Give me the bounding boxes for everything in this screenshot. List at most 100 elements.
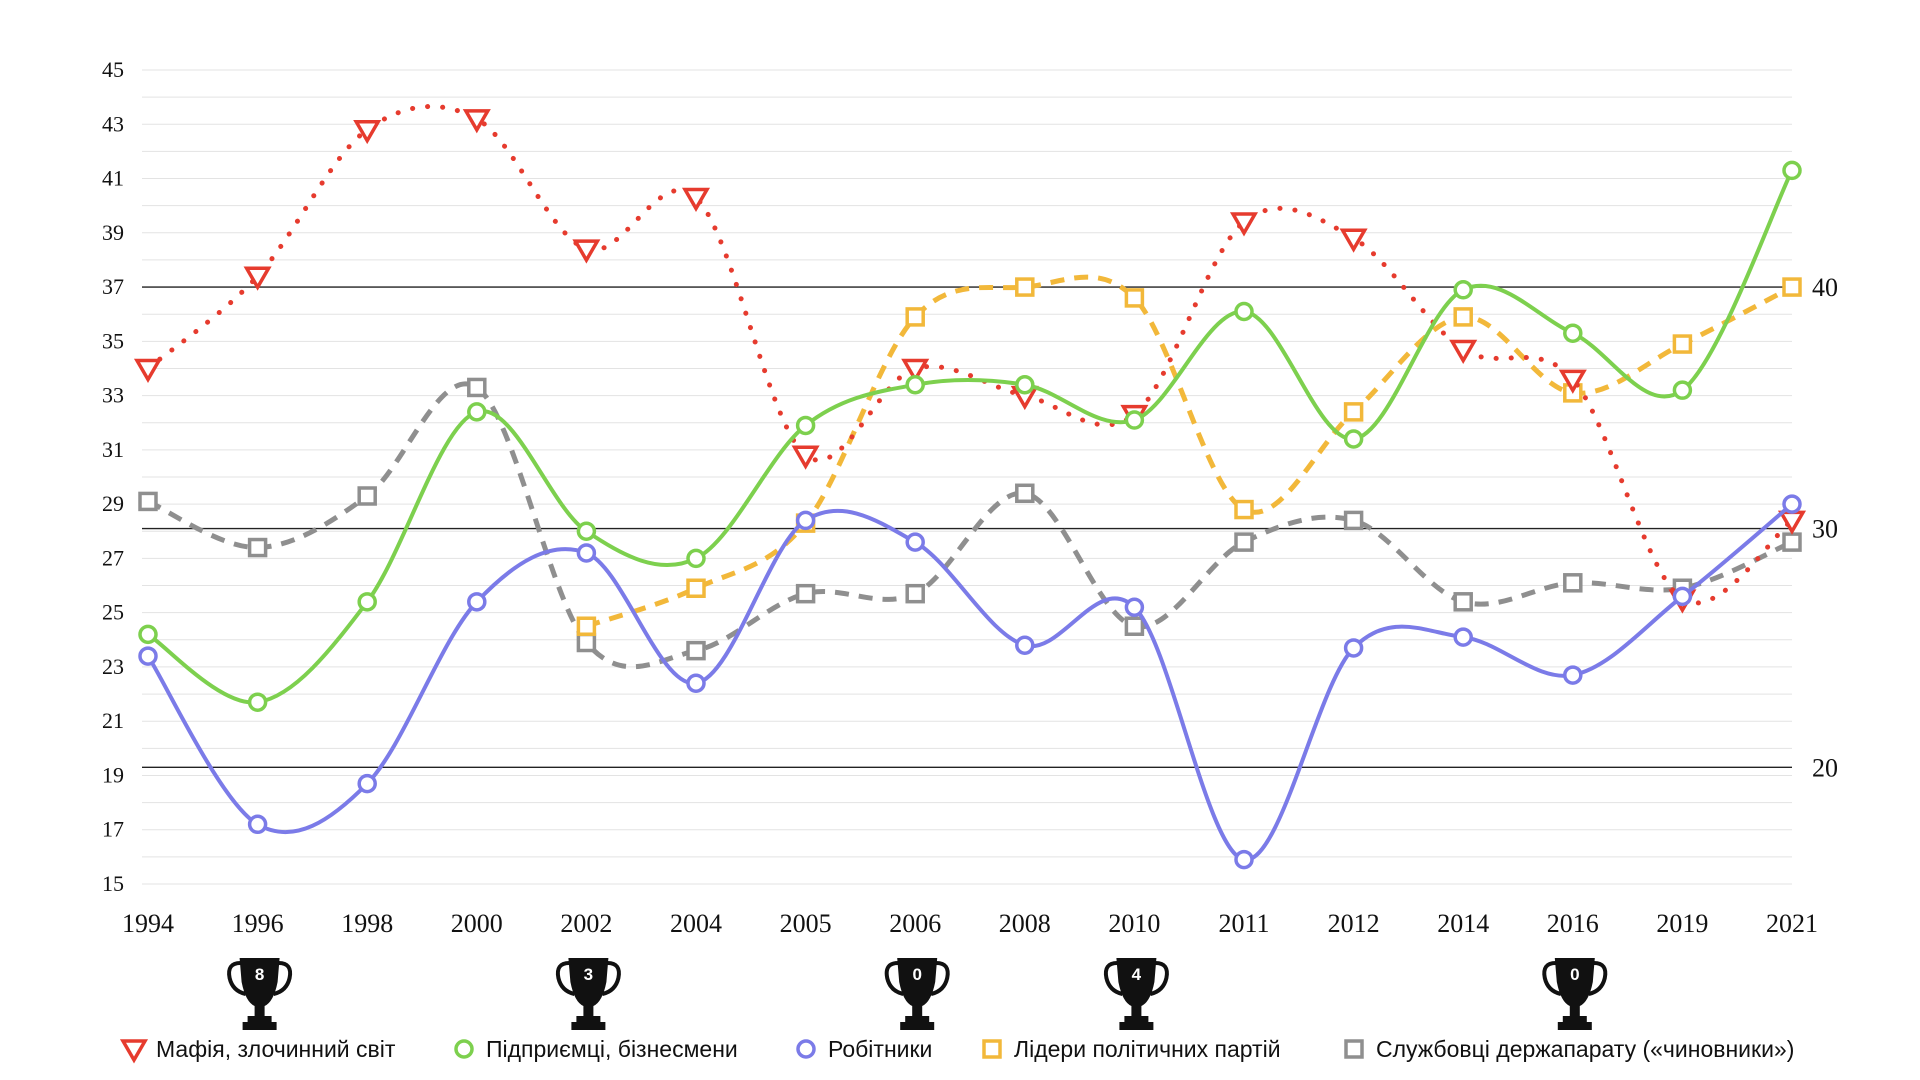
data-point: [1339, 228, 1368, 253]
data-point: [681, 187, 711, 213]
x-tick-label: 1998: [341, 909, 393, 938]
trophy-count: 0: [1570, 965, 1579, 984]
x-tick-label: 2010: [1108, 909, 1160, 938]
data-point: [1453, 307, 1473, 327]
data-point: [467, 402, 487, 422]
data-point: [1234, 499, 1254, 520]
legend-item[interactable]: Службовці держапарату («чиновники»): [1344, 1036, 1794, 1062]
data-point: [247, 814, 268, 835]
data-point: [905, 307, 925, 327]
y-tick-label: 33: [102, 383, 124, 408]
data-point: [1672, 380, 1693, 400]
data-point: [138, 624, 158, 645]
legend-item[interactable]: Підприємці, бізнесмени: [454, 1036, 738, 1062]
x-tick-label: 2006: [889, 909, 941, 938]
y-tick-label: 25: [102, 600, 124, 625]
x-tick-label: 2021: [1766, 909, 1818, 938]
series-1: [138, 160, 1802, 712]
data-point: [1343, 638, 1364, 658]
trophy-count: 4: [1132, 965, 1142, 984]
y-tick-label: 41: [102, 166, 124, 191]
trophy-body: [568, 958, 609, 1030]
legend-item[interactable]: Лідери політичних партій: [982, 1036, 1281, 1062]
data-point: [795, 510, 816, 531]
data-point: [905, 532, 925, 552]
trophy-icon: 8: [227, 958, 293, 1030]
x-tick-label: 2012: [1328, 909, 1380, 938]
trophy-count: 8: [255, 965, 264, 984]
data-point: [901, 358, 930, 383]
trophy-handle: [1588, 961, 1608, 996]
x-tick-label: 2008: [999, 909, 1051, 938]
trophy-icon: 3: [555, 958, 621, 1030]
x-tick-label: 2011: [1218, 909, 1269, 938]
data-point: [1558, 369, 1587, 394]
trophy-handle: [227, 961, 247, 996]
trophy-body: [1554, 958, 1595, 1030]
y-tick-label: 27: [102, 545, 124, 570]
data-point: [1563, 573, 1583, 593]
trophy-body: [239, 958, 280, 1030]
series-line: [146, 381, 1793, 670]
legend-label: Службовці держапарату («чиновники»): [1376, 1036, 1794, 1062]
legend-label: Мафія, злочинний світ: [156, 1036, 396, 1062]
data-point: [1124, 616, 1145, 636]
data-point: [905, 583, 925, 604]
trophy-handle: [1542, 961, 1562, 996]
data-point: [576, 521, 597, 542]
x-tick-label: 2002: [560, 909, 612, 938]
legend-marker: [454, 1039, 474, 1059]
series-line: [145, 103, 1795, 606]
data-point: [1782, 532, 1802, 552]
series-3: [576, 274, 1802, 636]
y-tick-label: 23: [102, 654, 124, 679]
legend-label: Робітники: [828, 1036, 932, 1062]
data-point: [686, 673, 706, 693]
x-tick-label: 2004: [670, 909, 722, 938]
data-point: [1782, 494, 1802, 514]
data-point: [1015, 374, 1035, 395]
data-point: [576, 632, 597, 653]
data-point: [247, 692, 268, 712]
x-tick-label: 1996: [232, 909, 284, 938]
x-tick-label: 2014: [1437, 909, 1489, 938]
data-point: [1782, 277, 1802, 297]
legend-marker: [119, 1039, 149, 1064]
data-point: [1563, 665, 1583, 685]
trophy-count: 3: [584, 965, 593, 984]
data-point: [1343, 429, 1364, 449]
data-point: [133, 358, 163, 383]
data-point: [795, 583, 816, 604]
y2-tick-label: 40: [1812, 273, 1838, 302]
data-point: [247, 537, 268, 558]
legend-item[interactable]: Мафія, злочинний світ: [119, 1036, 396, 1064]
data-point: [686, 548, 706, 569]
y2-tick-label: 20: [1812, 753, 1838, 782]
legend-marker: [796, 1039, 816, 1059]
legend-label: Підприємці, бізнесмени: [486, 1036, 738, 1062]
data-point: [572, 239, 601, 264]
data-point: [1672, 586, 1693, 607]
y-tick-label: 19: [102, 762, 124, 787]
x-tick-label: 2000: [451, 909, 503, 938]
y-tick-label: 31: [102, 437, 124, 462]
trophy-body: [897, 958, 938, 1030]
data-point: [1563, 323, 1583, 343]
trophy-handle: [1149, 961, 1169, 996]
trophies: 8 3 0 4 0: [227, 958, 1608, 1030]
data-point: [576, 543, 597, 563]
data-point: [686, 578, 706, 598]
trophy-body: [1116, 958, 1157, 1030]
data-point: [1234, 301, 1254, 322]
y2-tick-label: 30: [1812, 515, 1838, 544]
legend-label: Лідери політичних партій: [1014, 1036, 1281, 1062]
data-point: [1449, 339, 1478, 364]
legend-item[interactable]: Робітники: [796, 1036, 932, 1062]
trophy-count: 0: [912, 965, 921, 984]
data-point: [243, 266, 272, 291]
data-point: [1234, 849, 1254, 870]
data-point: [138, 491, 158, 512]
trophy-icon: 4: [1103, 958, 1169, 1030]
trophy-handle: [930, 961, 950, 996]
y-tick-label: 39: [102, 220, 124, 245]
